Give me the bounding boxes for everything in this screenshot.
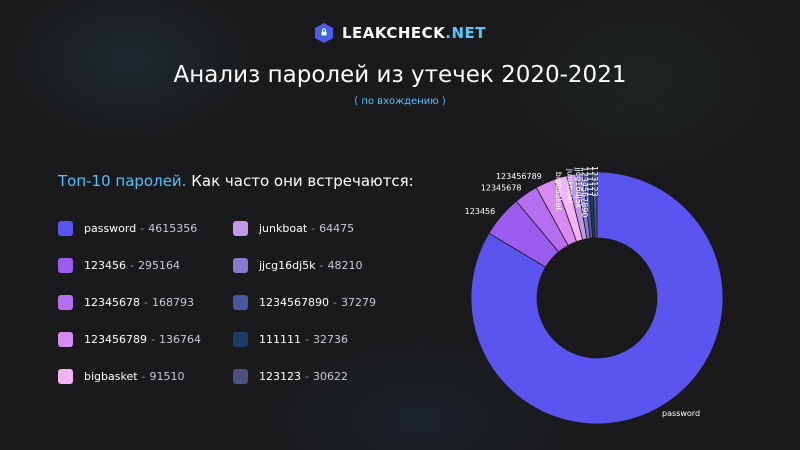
legend-swatch: [233, 332, 248, 347]
legend-swatch: [233, 369, 248, 384]
legend-item-jjcg16dj5k: jjcg16dj5k -48210: [233, 258, 363, 273]
legend-separator: -: [305, 370, 309, 383]
slice-label-password: password: [662, 409, 700, 418]
legend-item-junkboat: junkboat -64475: [233, 221, 354, 236]
legend-item-password: password -4615356: [58, 221, 197, 236]
brand-name: LEAKCHECK.NET: [341, 24, 487, 42]
legend-label: 123123: [259, 370, 301, 383]
legend-swatch: [58, 258, 73, 273]
legend-separator: -: [311, 222, 316, 235]
slice-label-123456: 123456: [465, 207, 496, 216]
donut-hole: [537, 238, 657, 358]
slice-label-jjcg16dj5k: jjcg16dj5k: [574, 166, 583, 208]
legend-separator: -: [141, 370, 146, 383]
legend-separator: -: [319, 259, 324, 272]
legend-text: 1234567890-37279: [259, 296, 376, 309]
legend-swatch: [233, 295, 248, 310]
legend-value: 48210: [327, 259, 363, 272]
legend-item-123456789: 123456789-136764: [58, 332, 201, 347]
legend-swatch: [58, 332, 73, 347]
page-subtitle: ( по вхождению ): [354, 96, 446, 107]
legend-separator: -: [130, 259, 134, 272]
slice-label-junkboat: junkboat: [565, 168, 574, 204]
legend-separator: -: [305, 333, 309, 346]
legend-heading-accent: Топ-10 паролей.: [58, 172, 187, 190]
legend-text: 123123-30622: [259, 370, 348, 383]
legend-value: 37279: [340, 296, 376, 309]
brand-logo: LEAKCHECK.NET: [0, 22, 800, 44]
legend-item-1234567890: 1234567890-37279: [233, 295, 376, 310]
page-title: Анализ паролей из утечек 2020-2021: [173, 62, 627, 88]
legend-separator: -: [151, 333, 155, 346]
legend-label: password: [84, 222, 137, 235]
legend-label: 123456: [84, 259, 126, 272]
legend-label: 12345678: [84, 296, 140, 309]
legend-label: junkboat: [259, 222, 308, 235]
legend-value: 4615356: [148, 222, 198, 235]
legend-label: 123456789: [84, 333, 147, 346]
legend-value: 136764: [158, 333, 201, 346]
legend-swatch: [58, 221, 73, 236]
legend-text: junkboat -64475: [259, 222, 354, 235]
slice-label-123123: 123123: [590, 166, 599, 197]
legend-separator: -: [333, 296, 337, 309]
legend-value: 168793: [151, 296, 194, 309]
legend-item-12345678: 12345678-168793: [58, 295, 194, 310]
legend-item-111111: 111111-32736: [233, 332, 348, 347]
slice-label-bigbasket: bigbasket: [554, 172, 563, 211]
legend-label: 1234567890: [259, 296, 329, 309]
legend-value: 295164: [137, 259, 180, 272]
legend-separator: -: [140, 222, 145, 235]
legend-heading: Топ-10 паролей. Как часто они встречаютс…: [58, 172, 414, 190]
legend-label: jjcg16dj5k: [259, 259, 316, 272]
legend-value: 91510: [149, 370, 185, 383]
slice-label-111111: 111111: [585, 166, 594, 197]
legend-text: 111111-32736: [259, 333, 348, 346]
legend-separator: -: [144, 296, 148, 309]
legend-label: bigbasket: [84, 370, 138, 383]
legend-item-bigbasket: bigbasket -91510: [58, 369, 185, 384]
legend-value: 30622: [312, 370, 348, 383]
legend-text: 12345678-168793: [84, 296, 194, 309]
legend-item-123456: 123456-295164: [58, 258, 180, 273]
legend-value: 32736: [312, 333, 348, 346]
legend-swatch: [58, 295, 73, 310]
shield-icon: [314, 23, 333, 43]
legend-text: 123456-295164: [84, 259, 180, 272]
legend-heading-rest: Как часто они встречаются:: [191, 172, 414, 190]
legend-item-123123: 123123-30622: [233, 369, 348, 384]
legend-label: 111111: [259, 333, 301, 346]
legend-swatch: [58, 369, 73, 384]
slice-label-123456789: 123456789: [496, 172, 542, 181]
legend-text: 123456789-136764: [84, 333, 201, 346]
legend-text: jjcg16dj5k -48210: [259, 259, 363, 272]
legend-text: bigbasket -91510: [84, 370, 185, 383]
legend-value: 64475: [319, 222, 355, 235]
slice-label-12345678: 12345678: [481, 183, 522, 192]
legend-text: password -4615356: [84, 222, 197, 235]
slice-password: [470, 171, 724, 425]
legend-swatch: [233, 258, 248, 273]
slice-label-1234567890: 1234567890: [580, 167, 589, 218]
legend-swatch: [233, 221, 248, 236]
